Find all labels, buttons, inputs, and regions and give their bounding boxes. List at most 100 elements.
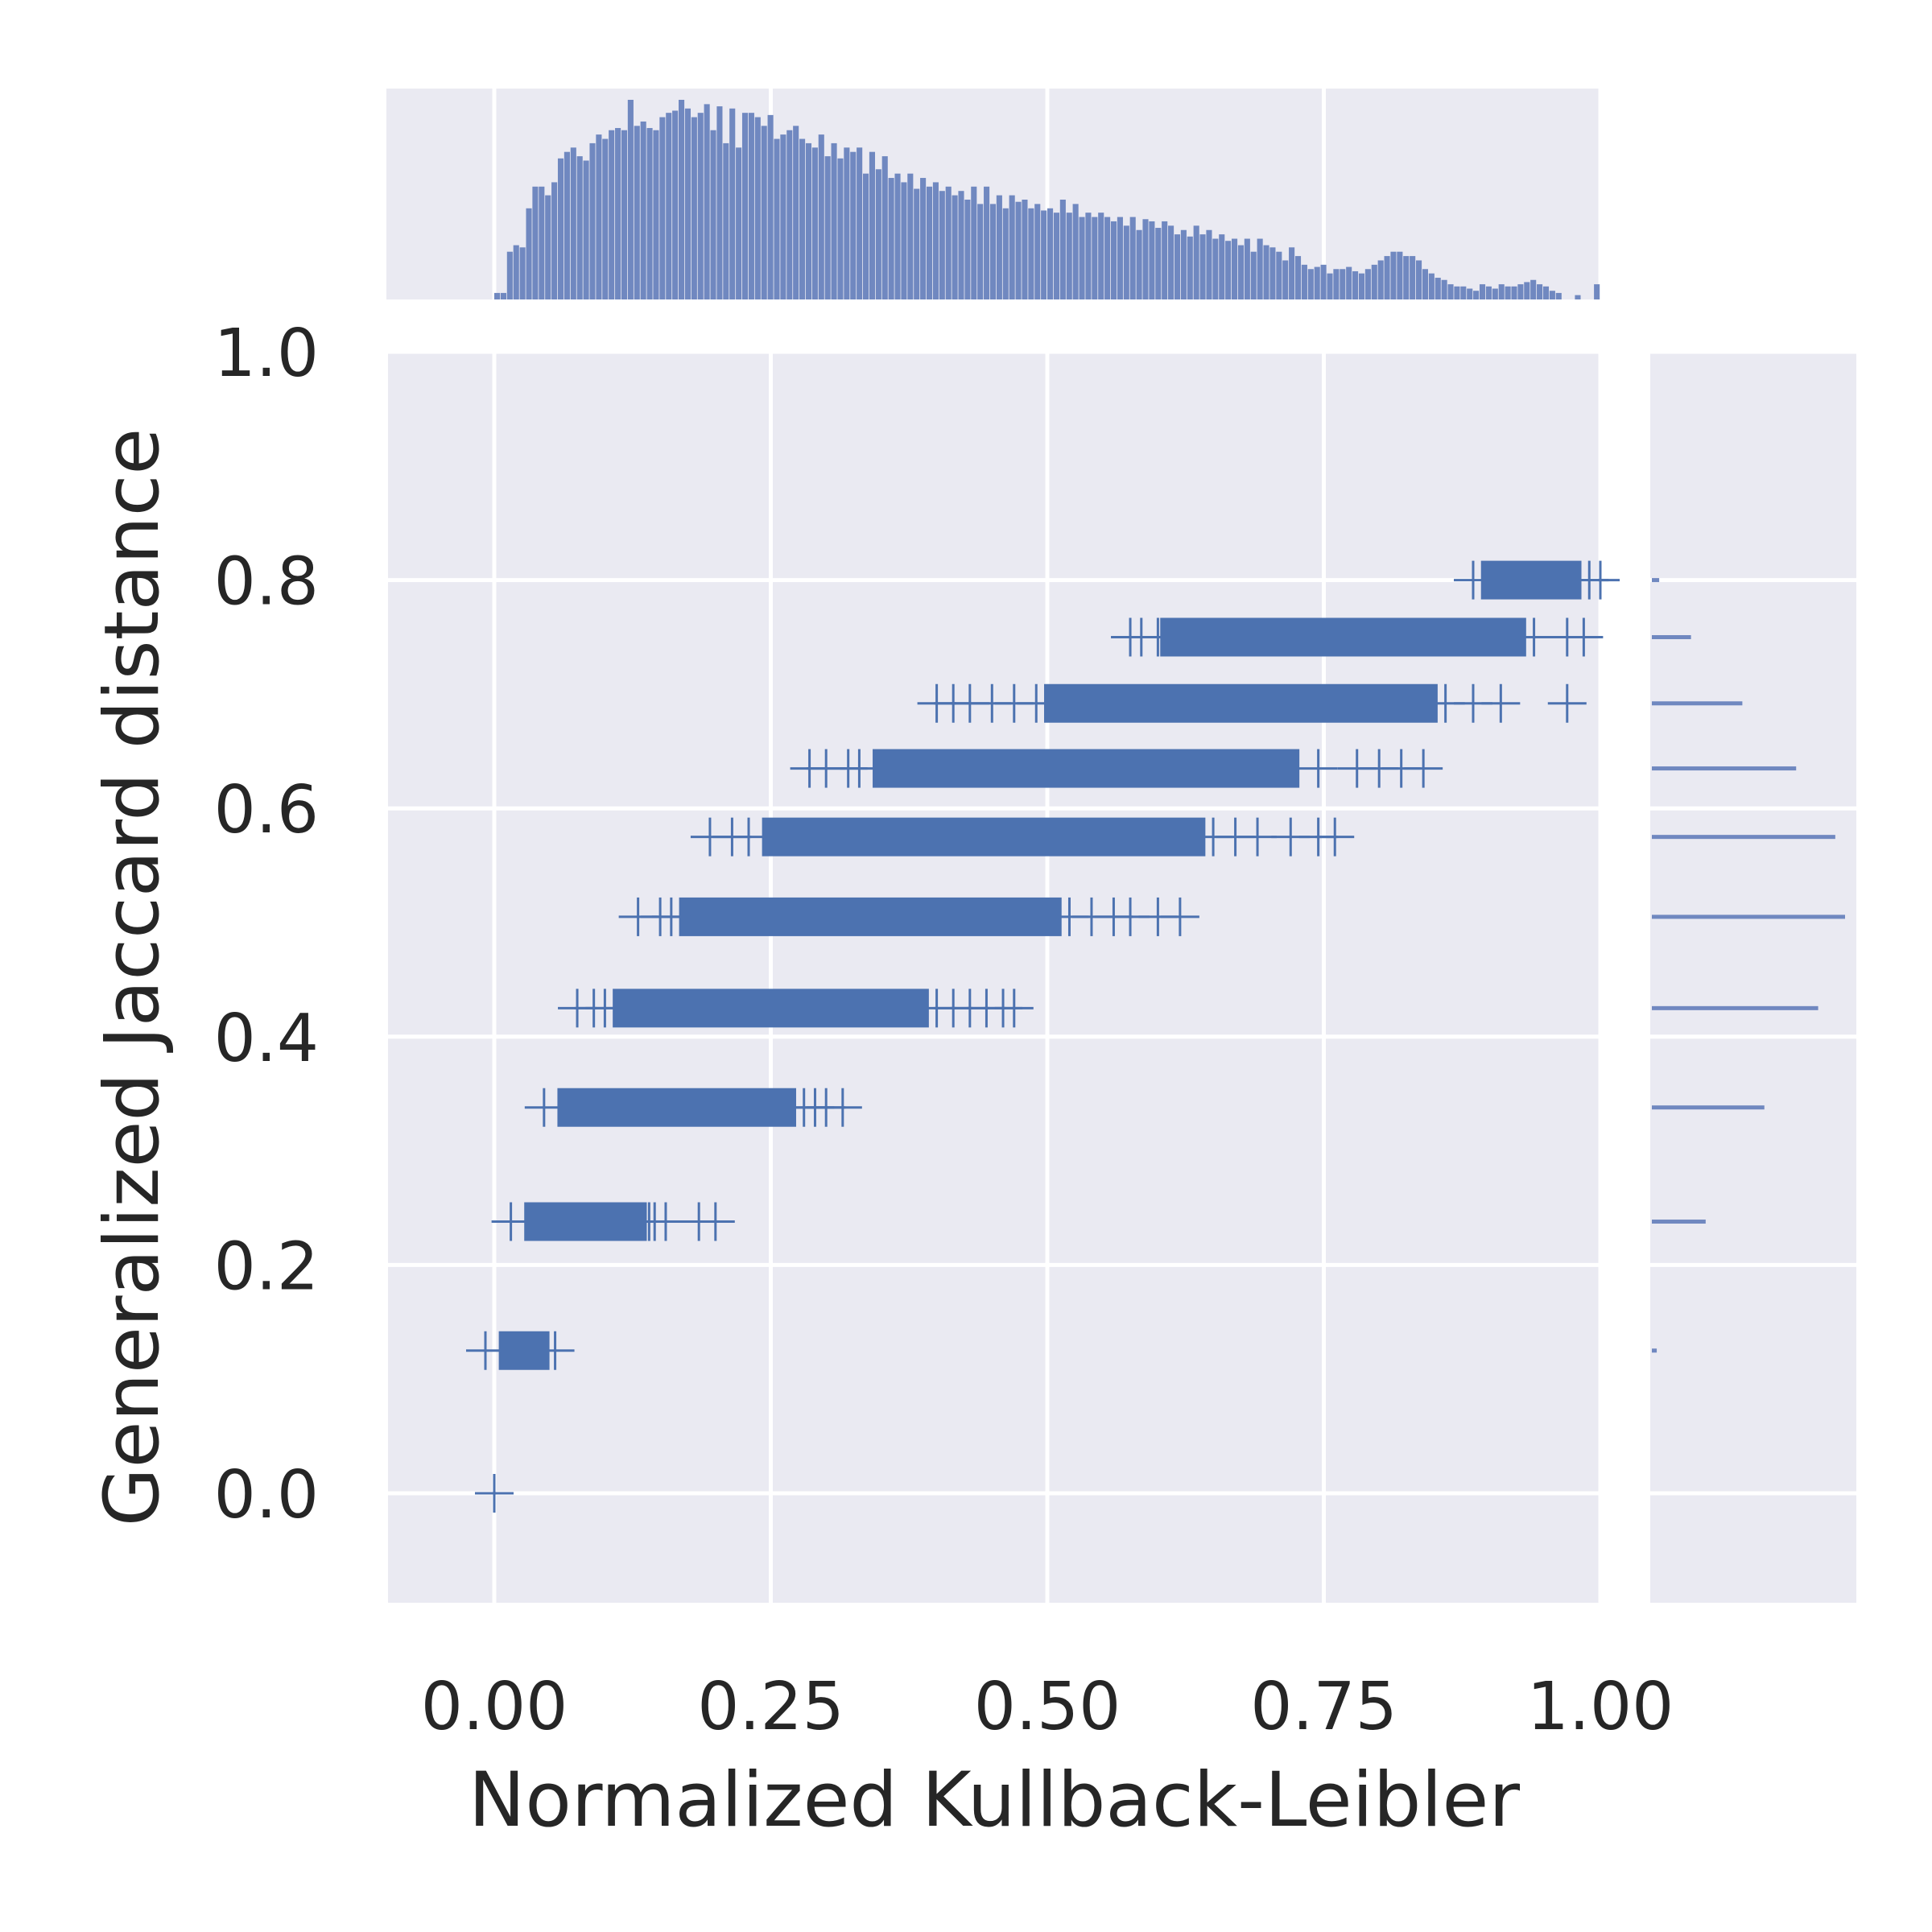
x-hist-bar-116 [1232,238,1238,299]
x-hist-bar-118 [1244,238,1250,299]
marginal-y-histogram [1652,578,1845,1353]
dense-band-4 [613,989,929,1028]
y-tick-labels: 0.0 0.2 0.4 0.6 0.8 1.0 [214,316,319,1534]
x-hist-bar-145 [1416,260,1422,299]
x-hist-bar-149 [1441,279,1447,299]
point-1-1 [535,1331,575,1370]
x-hist-bar-122 [1269,247,1276,299]
scatter-points [466,560,1620,1513]
x-hist-bar-100 [1129,217,1136,299]
y-hist-bar-6 [1652,835,1835,840]
marginal-y-gridlines [1650,349,1856,1496]
x-hist-bar-47 [793,126,799,299]
x-hist-bar-138 [1371,264,1377,299]
x-hist-bar-146 [1422,269,1428,299]
x-hist-bar-143 [1403,256,1410,299]
point-8-9 [1547,683,1587,723]
x-hist-bar-98 [1117,217,1123,299]
x-hist-bar-163 [1530,279,1537,299]
x-hist-bar-16 [596,134,602,299]
x-hist-bar-101 [1136,229,1142,299]
x-hist-bar-120 [1257,238,1263,299]
x-hist-bar-33 [704,104,710,299]
joint-gridlines [388,349,1603,1603]
x-hist-bar-75 [971,186,977,299]
point-7-8 [1404,749,1443,788]
point-10-0 [1453,560,1492,600]
x-hist-bar-126 [1294,256,1302,299]
x-hist-bar-147 [1428,273,1435,299]
point-0-0 [475,1474,514,1513]
x-hist-bar-83 [1022,200,1028,299]
x-hist-bar-166 [1549,291,1555,299]
y-tick-label-4: 0.8 [214,544,319,621]
x-hist-bar-159 [1505,286,1511,299]
x-hist-bar-53 [831,142,837,299]
x-hist-bar-64 [901,182,907,299]
x-hist-bar-5 [526,208,532,299]
x-hist-bar-164 [1537,284,1543,299]
x-hist-bar-86 [1041,210,1047,299]
x-hist-bar-7 [539,186,545,299]
x-hist-bar-29 [679,100,685,299]
x-hist-bar-94 [1092,217,1098,299]
x-hist-bar-66 [914,188,920,299]
point-1-0 [466,1331,506,1370]
y-tick-label-1: 0.2 [214,1228,319,1305]
x-tick-label-2: 0.50 [974,1669,1121,1745]
x-hist-bar-87 [1047,208,1054,299]
x-hist-bar-36 [723,142,729,299]
point-9-3 [1514,617,1554,657]
dense-band-2 [524,1202,647,1241]
y-hist-bar-8 [1652,701,1743,706]
x-hist-bar-22 [634,126,640,299]
x-hist-bar-45 [780,134,786,299]
x-hist-bar-56 [850,151,857,299]
x-hist-bar-151 [1454,286,1460,299]
x-hist-bar-133 [1340,269,1346,299]
x-hist-bar-115 [1225,241,1232,299]
x-hist-bar-96 [1104,217,1111,299]
y-tick-label-2: 0.4 [214,1001,319,1077]
x-hist-bar-20 [621,130,628,299]
x-axis-label: Normalized Kullback-Leibler [469,1757,1520,1844]
x-hist-bar-125 [1289,247,1295,299]
x-hist-bar-43 [767,114,774,299]
y-tick-label-0: 0.0 [214,1457,319,1534]
x-hist-bar-167 [1555,292,1562,299]
x-hist-bar-158 [1498,284,1505,299]
x-hist-bar-136 [1358,273,1365,299]
x-hist-bar-67 [920,178,927,299]
x-hist-bar-28 [672,110,679,299]
x-hist-bar-103 [1149,221,1155,299]
marginal-x-histogram [494,100,1600,299]
point-2-0 [491,1202,530,1241]
x-hist-bar-79 [996,195,1002,299]
x-hist-bar-124 [1282,260,1289,299]
x-hist-bar-60 [875,169,881,299]
dense-band-8 [1044,683,1438,723]
point-2-3 [646,1202,685,1241]
x-hist-bar-73 [958,191,964,299]
x-hist-bar-130 [1320,264,1327,299]
x-hist-bar-69 [932,182,939,299]
x-hist-bar-153 [1467,288,1473,299]
point-5-8 [1160,897,1199,936]
x-hist-bar-114 [1219,234,1225,299]
x-hist-bar-141 [1390,251,1397,299]
y-tick-label-3: 0.6 [214,772,319,848]
x-hist-bar-32 [697,113,704,299]
point-6-5 [1238,817,1278,857]
x-hist-bar-84 [1028,208,1034,299]
x-hist-bar-132 [1333,269,1340,299]
x-hist-bar-31 [691,117,697,299]
x-hist-bar-44 [774,138,780,299]
x-hist-bar-24 [646,128,653,299]
x-hist-bar-0 [494,292,501,299]
x-tick-label-0: 0.00 [421,1669,568,1745]
x-hist-bar-99 [1123,225,1129,299]
x-hist-bar-35 [716,106,723,299]
x-hist-bar-76 [977,204,984,299]
x-hist-bar-80 [1002,208,1009,299]
x-hist-bar-27 [666,113,672,299]
